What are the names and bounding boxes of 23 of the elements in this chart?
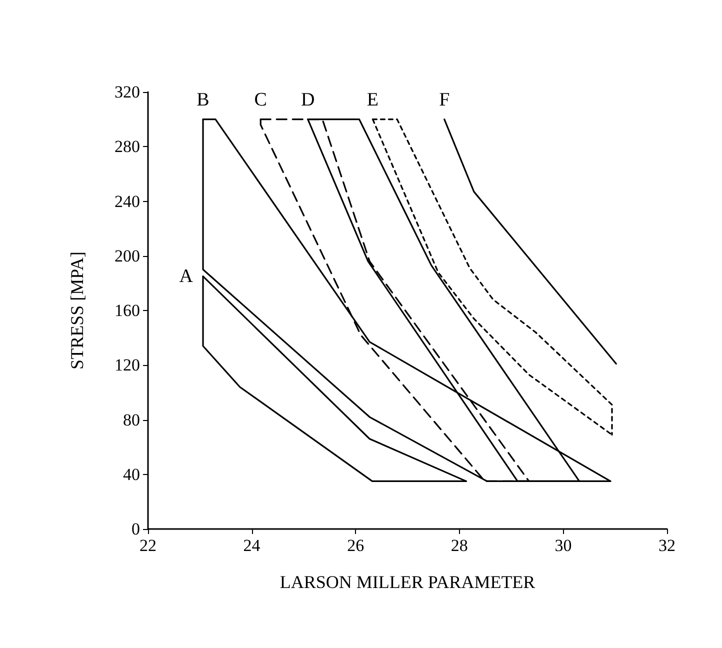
series-label: C xyxy=(254,89,267,110)
x-tick-label: 28 xyxy=(450,536,468,555)
y-tick-label: 80 xyxy=(123,410,140,430)
x-tick-label: 32 xyxy=(658,536,676,555)
y-axis-title: STRESS [MPA] xyxy=(67,252,87,370)
y-tick-label: 240 xyxy=(114,192,140,211)
y-tick-label: 200 xyxy=(114,246,140,266)
x-axis-title: LARSON MILLER PARAMETER xyxy=(280,572,536,592)
y-tick-label: 160 xyxy=(114,301,140,320)
x-tick-label: 30 xyxy=(554,536,572,555)
y-tick-label: 40 xyxy=(123,464,140,484)
x-tick-label: 22 xyxy=(140,536,156,555)
series-label: B xyxy=(196,89,210,110)
y-tick-label: 320 xyxy=(114,82,140,102)
series-label: F xyxy=(439,89,450,110)
x-tick-label: 26 xyxy=(347,536,364,555)
series-label: E xyxy=(366,89,379,110)
y-tick-label: 280 xyxy=(114,137,140,156)
series-label: A xyxy=(179,266,194,287)
series-label: D xyxy=(300,89,315,110)
x-tick-label: 24 xyxy=(243,536,261,555)
y-tick-label: 0 xyxy=(132,520,140,538)
y-tick-label: 120 xyxy=(114,356,140,375)
